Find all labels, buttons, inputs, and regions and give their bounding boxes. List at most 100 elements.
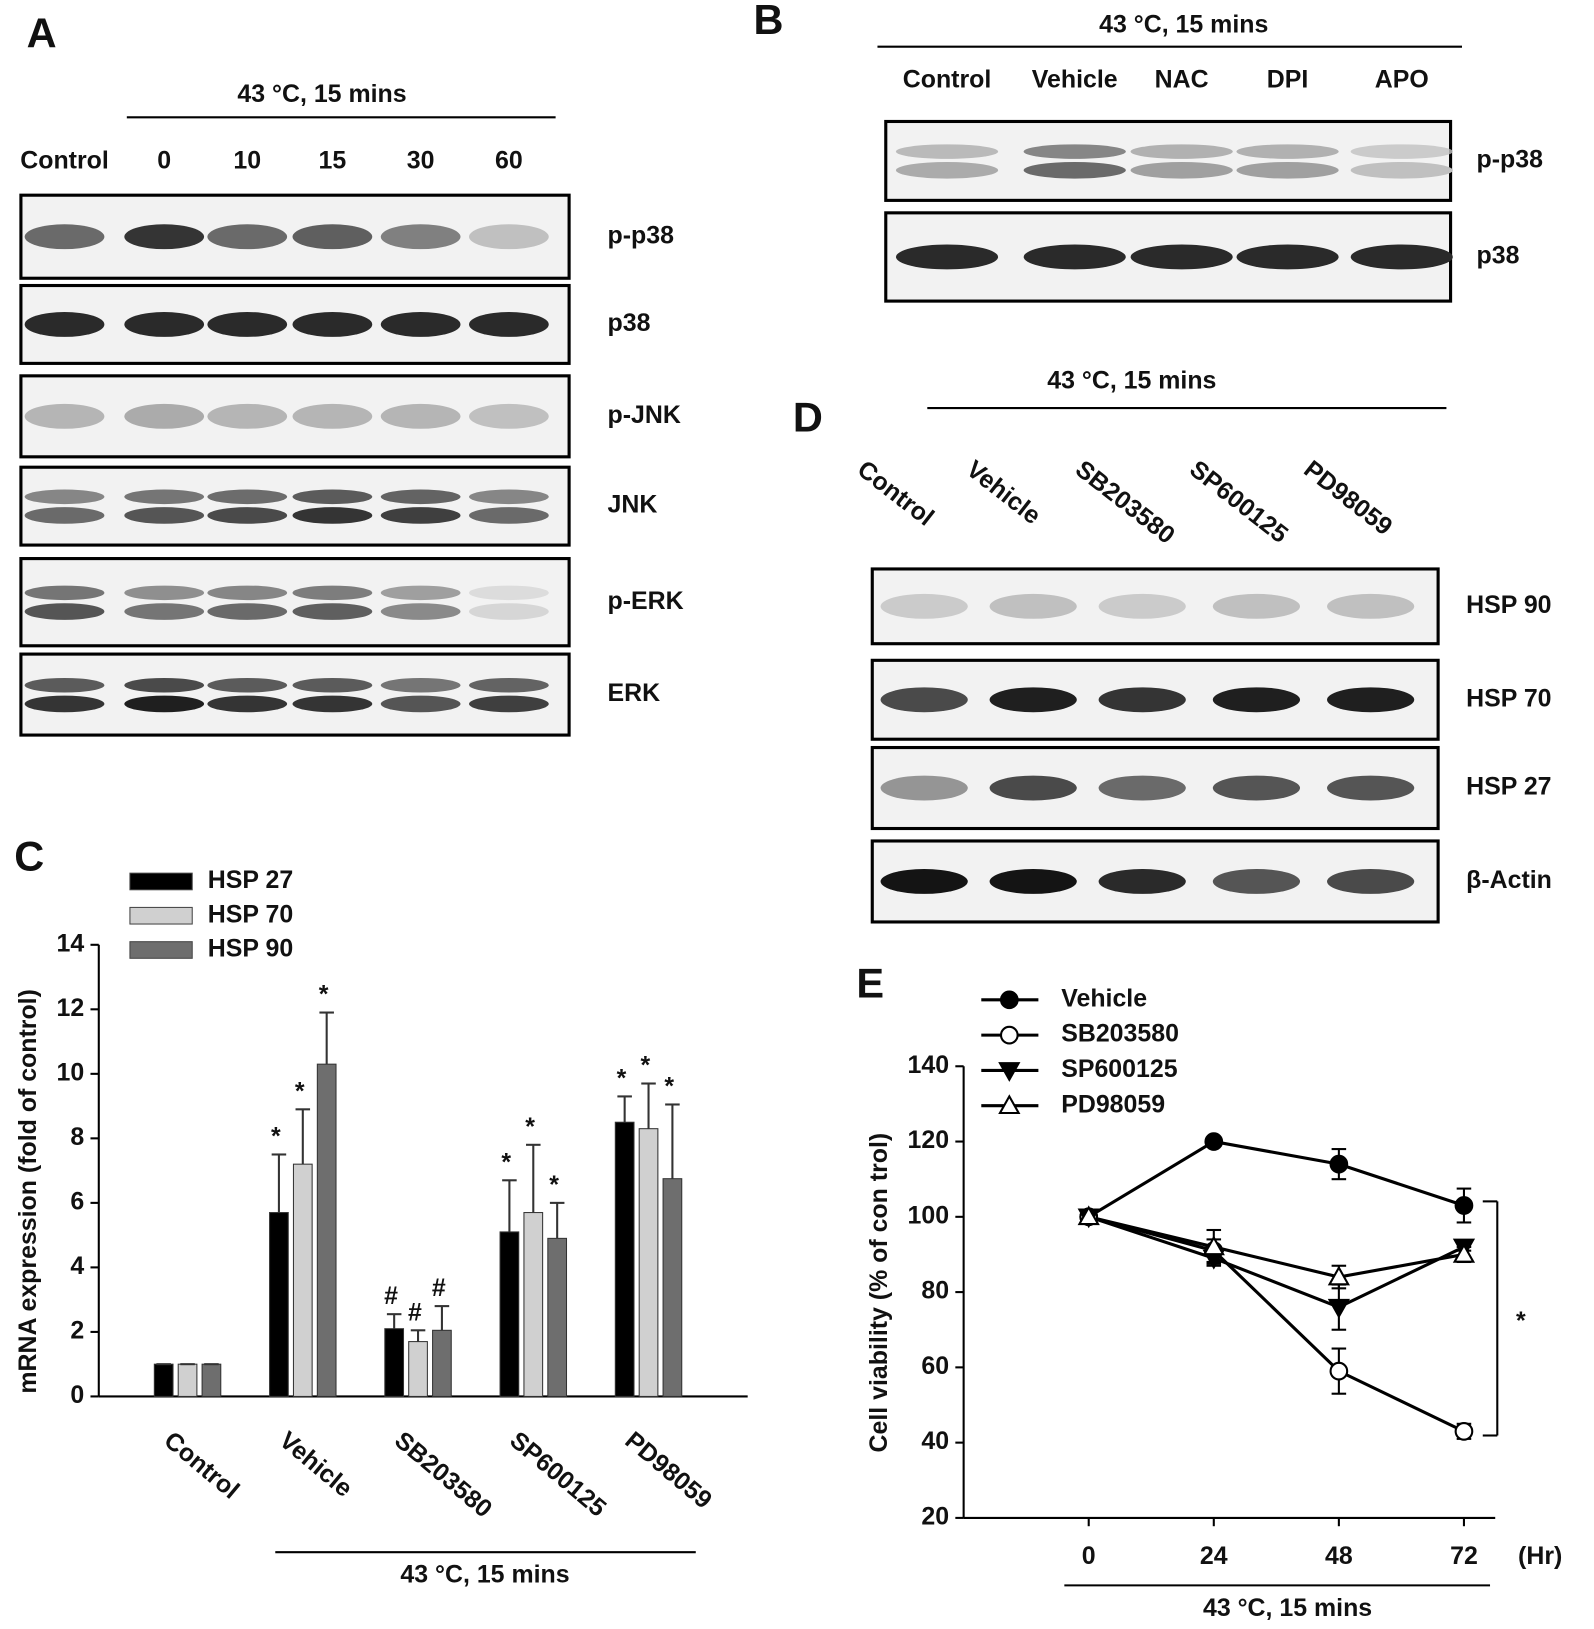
point [1077,1205,1100,1226]
blot-band [207,311,288,337]
blot-band [469,603,549,620]
point [1202,1235,1225,1256]
bar [499,1231,520,1397]
bar [547,1237,568,1397]
y-tick-label: 60 [921,1352,949,1380]
blot-frame [19,465,571,547]
point [1454,1196,1474,1215]
error-bar [526,1143,541,1213]
significance-marker: # [384,1282,398,1310]
lane-label: NAC [1155,66,1209,94]
y-tick-label: 140 [908,1051,950,1079]
bar [316,1063,337,1397]
bar [614,1121,635,1397]
blot-band [380,224,461,250]
blot-band [207,489,288,505]
blot-band [24,603,105,620]
y-tick-label: 120 [908,1126,950,1154]
blot-band [24,585,105,601]
lane-label: Vehicle [1032,66,1118,94]
blot-band [24,403,105,429]
bar [408,1341,428,1397]
blot-frame [19,557,571,648]
blot-band [124,311,205,337]
blot-band [895,144,999,159]
blot-band [1098,869,1186,894]
blot-band [124,603,205,620]
panel-letter: D [793,393,823,440]
blot-band [207,585,288,601]
series-line [1088,1215,1465,1309]
lane-label: DPI [1267,66,1309,94]
blot-band [24,311,105,337]
blot-band [124,695,205,713]
blot-band [1327,687,1415,713]
blot-band [880,869,968,894]
blot-band [1212,775,1301,801]
row-label: p38 [1477,242,1520,270]
y-tick-label: 8 [70,1123,84,1151]
point [1327,1265,1350,1286]
blot-band [469,311,549,337]
blot-band [380,489,461,505]
error-bar [410,1329,426,1342]
point [1329,1361,1349,1381]
blot-band [1023,161,1126,179]
point [1327,1298,1350,1319]
y-tick-label: 80 [921,1277,949,1305]
blot-band [1023,144,1126,159]
blot-band [124,507,205,524]
significance-marker: * [501,1148,511,1176]
legend-label: HSP 70 [208,900,293,928]
blot-condition: 43 °C, 15 mins [1047,367,1216,395]
blot-band [124,489,205,505]
point [1329,1154,1349,1174]
bar [523,1212,544,1397]
bar [384,1328,405,1397]
blot-condition: 43 °C, 15 mins [1099,11,1268,39]
blot-band [24,507,105,524]
point [1454,1422,1474,1441]
blot-band [880,687,968,713]
row-label: p-ERK [608,587,684,615]
point [1452,1242,1476,1263]
y-tick-label: 2 [70,1316,84,1344]
legend-marker [999,990,1019,1010]
error-bar [271,1153,287,1213]
error-bar [617,1095,632,1123]
blot-band [24,677,105,693]
bar [292,1163,313,1397]
blot-band [292,489,373,505]
y-tick-label: 20 [921,1502,949,1530]
row-label: p38 [608,309,651,337]
x-tick-label: 24 [1200,1542,1228,1570]
series-line [1088,1215,1465,1433]
y-tick-label: 0 [70,1381,84,1409]
error-bar [319,1011,334,1065]
blot-band [1327,593,1415,619]
lane-label: 10 [233,147,261,175]
blot-band [292,507,373,524]
x-tick-label: 0 [1082,1542,1096,1570]
significance-marker: * [525,1113,535,1141]
legend-swatch [129,941,193,959]
error-bar [502,1179,517,1232]
blot-band [380,695,461,713]
blot-band [1327,869,1415,894]
error-bar [386,1313,402,1329]
panel-letter: A [27,9,57,56]
blot-band [380,585,461,601]
blot-band [24,695,105,713]
blot-band [880,593,968,619]
blot-band [292,677,373,693]
blot-band [1350,244,1453,270]
blot-band [469,677,549,693]
x-tick-label: 48 [1325,1542,1353,1570]
lane-label: 60 [495,147,523,175]
blot-band [1327,775,1415,801]
y-tick-label: 10 [57,1058,85,1086]
blot-band [292,603,373,620]
blot-band [380,507,461,524]
significance-marker: * [1516,1307,1526,1335]
